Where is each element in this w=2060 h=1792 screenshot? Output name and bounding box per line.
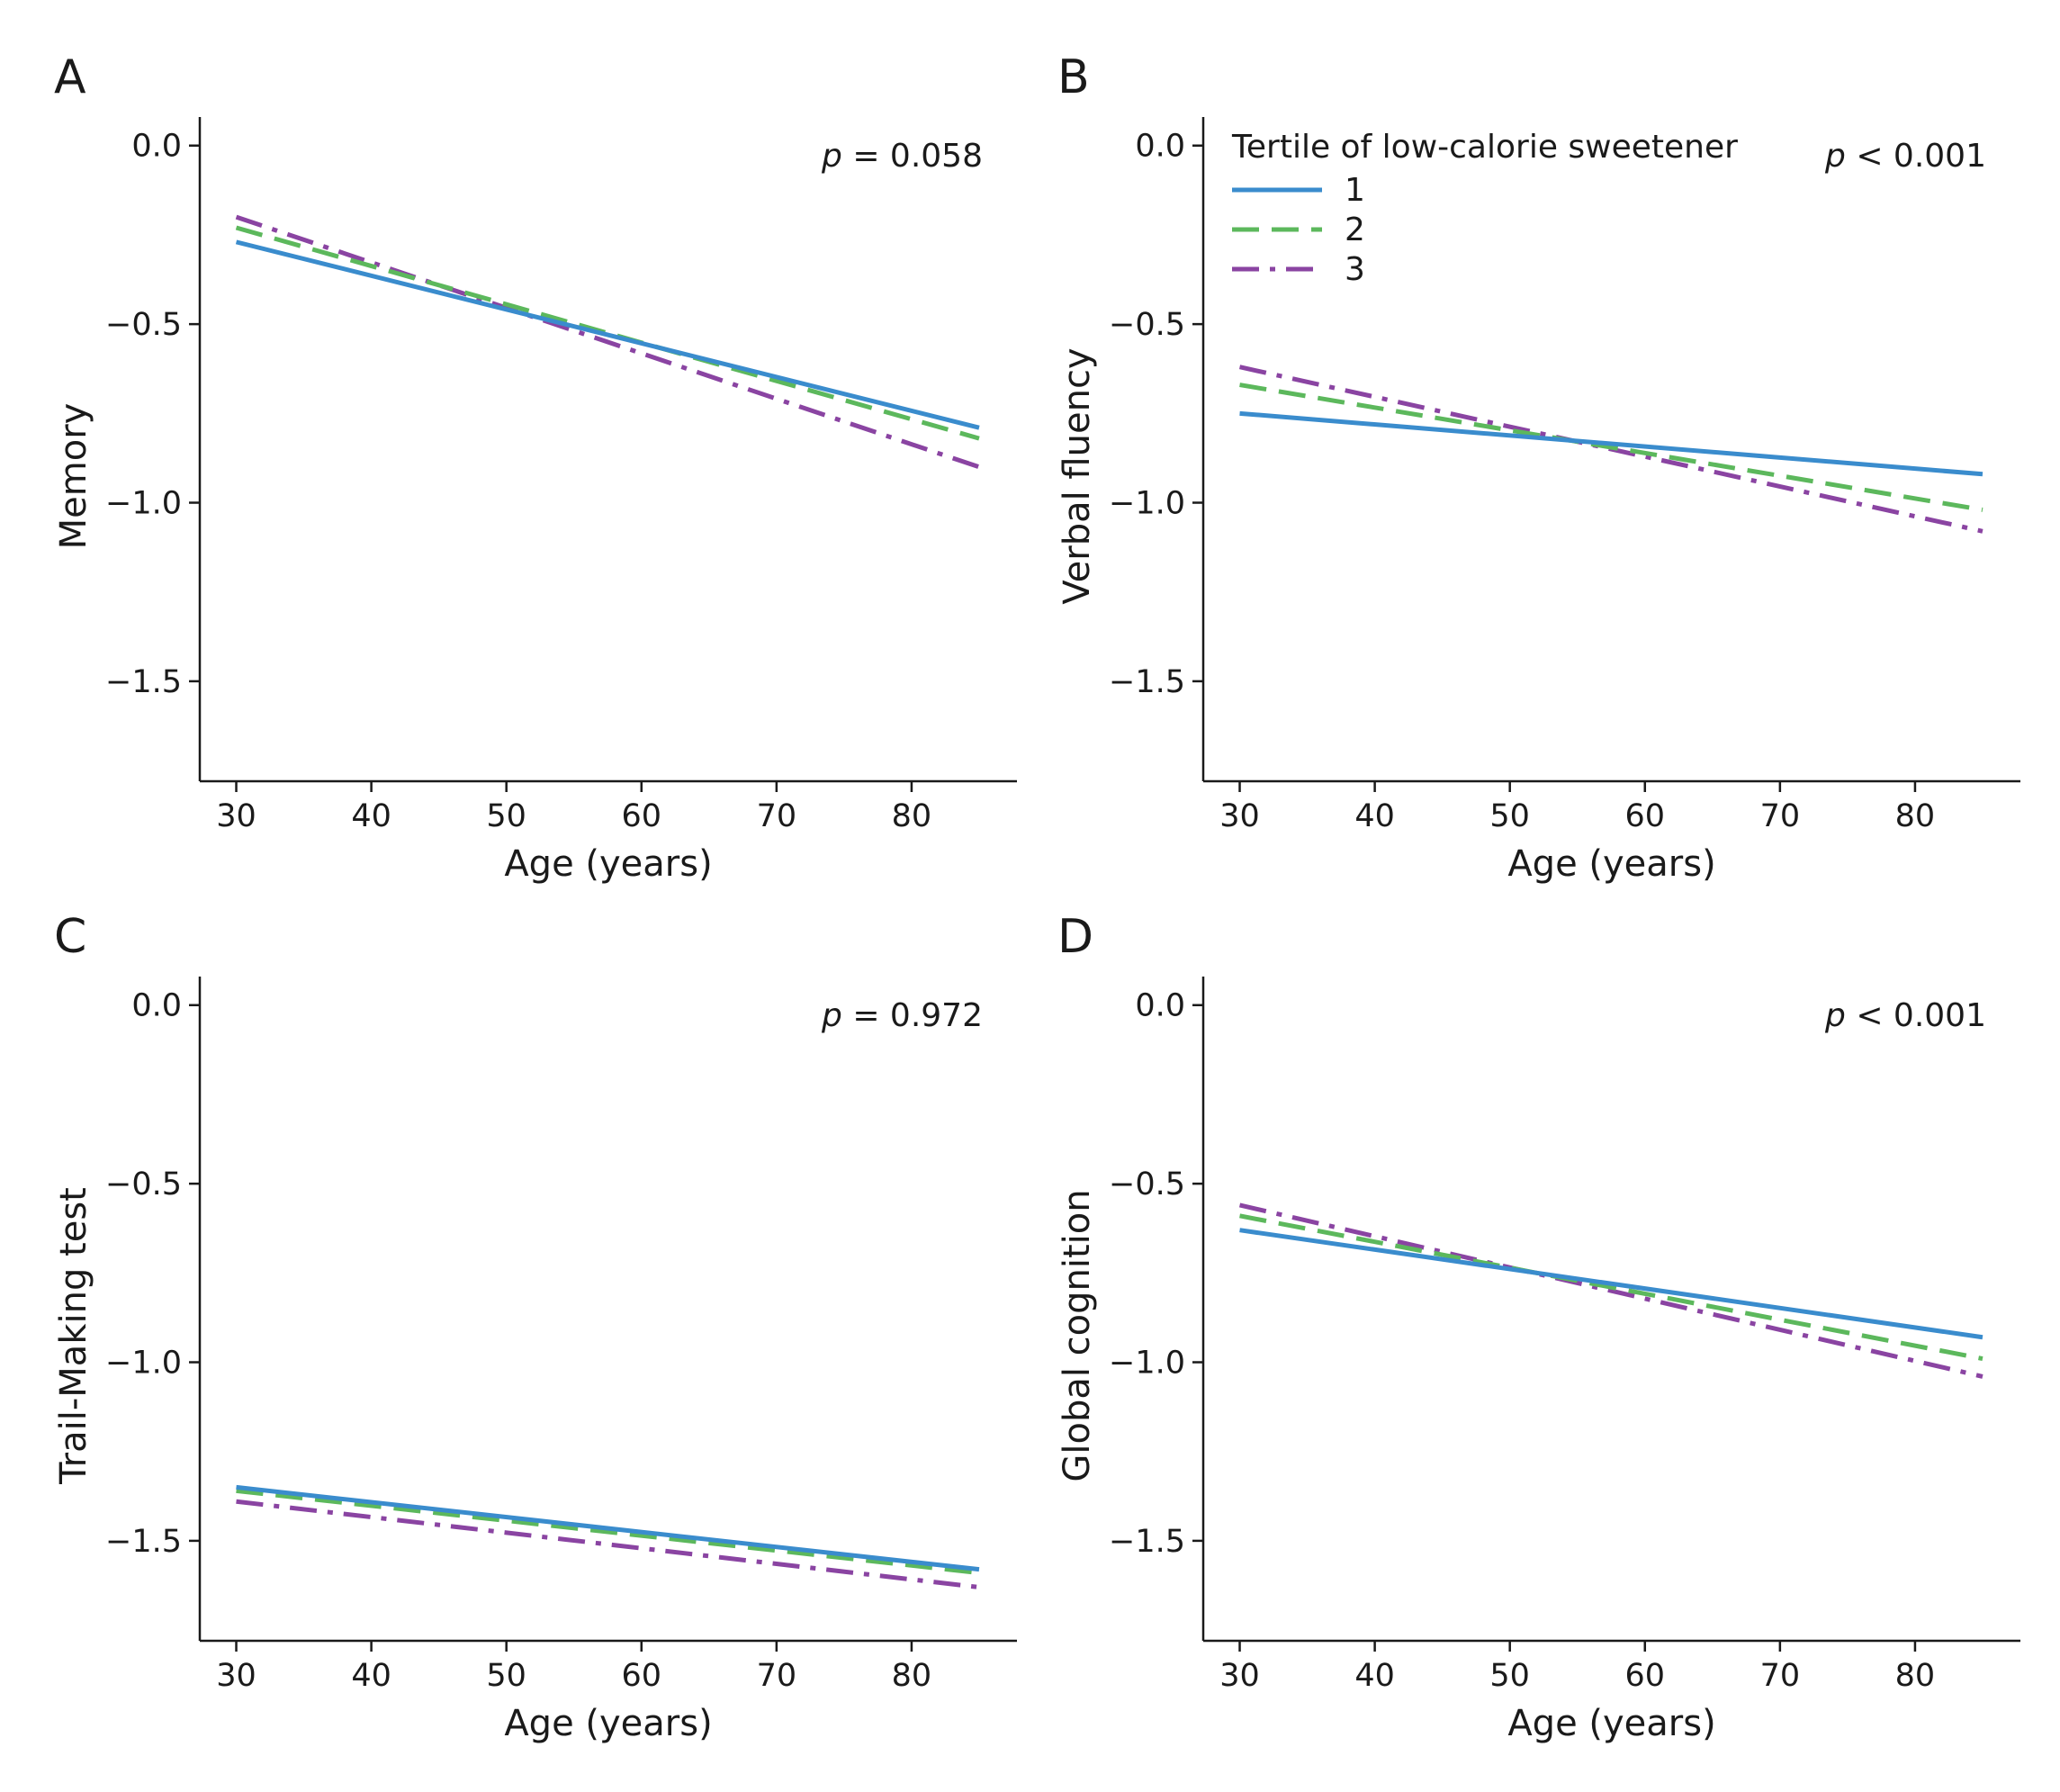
panel-a: A 0.0 −0.5 −1.0 −1.5 30 40 50 60 70 80 Age (years) M…: [53, 50, 1017, 885]
series-line-tertile-3: [235, 214, 980, 470]
series-line-tertile-2: [1239, 383, 1984, 512]
y-tick-label: 0.0: [1135, 129, 1185, 165]
p-value-text: < 0.001: [1846, 997, 1986, 1034]
y-axis-label: Global cognition: [1057, 1189, 1098, 1481]
y-axis-label: Trail-Making test: [53, 1187, 94, 1485]
x-tick-label: 50: [486, 1658, 526, 1694]
p-value-text: = 0.972: [842, 997, 983, 1034]
x-tick-label: 60: [1624, 1658, 1665, 1694]
panel-c: C 0.0 −0.5 −1.0 −1.5 30 40 50 60 70 80 Age (years) T…: [53, 910, 1017, 1744]
y-tick-label: −1.0: [105, 1346, 182, 1382]
y-tick-label: −1.0: [1109, 1346, 1185, 1382]
x-tick-label: 30: [216, 798, 256, 834]
x-tick-label: 50: [1489, 1658, 1530, 1694]
series-line-tertile-2: [235, 225, 980, 441]
y-tick-label: −1.5: [1109, 1524, 1185, 1560]
legend-label: 2: [1345, 212, 1365, 248]
x-tick-label: 70: [1760, 798, 1801, 834]
y-tick-label: −1.5: [105, 664, 182, 700]
p-value-annotation: p < 0.001: [1824, 997, 1986, 1034]
y-tick-label: −1.0: [105, 486, 182, 522]
x-tick-label: 50: [1489, 798, 1530, 834]
p-value-text: < 0.001: [1846, 138, 1986, 175]
x-tick-label: 60: [621, 1658, 661, 1694]
series-line-tertile-1: [235, 239, 980, 430]
legend-label: 3: [1345, 251, 1365, 288]
panel-letter: A: [54, 50, 86, 104]
y-tick-label: −1.5: [1109, 664, 1185, 700]
x-tick-label: 70: [757, 1658, 797, 1694]
x-tick-label: 80: [892, 798, 932, 834]
x-tick-label: 70: [757, 798, 797, 834]
series-line-tertile-1: [236, 1484, 980, 1572]
x-tick-label: 60: [621, 798, 661, 834]
panel-b: B 0.0 −0.5 −1.0 −1.5 30 40 50 60 70 80 Age (years) V…: [1057, 50, 2020, 885]
x-tick-label: 40: [1354, 798, 1395, 834]
series-line-tertile-3: [1238, 1202, 1984, 1379]
y-tick-label: 0.0: [1135, 988, 1185, 1024]
legend-title: Tertile of low-calorie sweetener: [1231, 129, 1738, 166]
series-line-tertile-1: [1239, 410, 1984, 477]
x-tick-label: 30: [1219, 798, 1260, 834]
series-line-tertile-2: [1239, 1213, 1984, 1362]
p-value-annotation: p = 0.058: [821, 138, 983, 175]
p-value-annotation: p = 0.972: [821, 997, 983, 1034]
panel-d: D 0.0 −0.5 −1.0 −1.5 30 40 50 60 70 80 Age (years) G…: [1057, 910, 2020, 1744]
series-line-tertile-3: [236, 1499, 980, 1589]
legend: Tertile of low-calorie sweetener 123: [1231, 129, 1738, 288]
p-value-text: = 0.058: [842, 138, 983, 175]
legend-label: 1: [1345, 172, 1365, 209]
x-tick-label: 40: [351, 1658, 391, 1694]
x-tick-label: 40: [351, 798, 391, 834]
y-axis-label: Verbal fluency: [1057, 347, 1098, 604]
x-axis-label: Age (years): [1507, 843, 1715, 885]
x-tick-label: 30: [216, 1658, 256, 1694]
panel-letter: B: [1057, 50, 1090, 104]
panel-letter: D: [1057, 910, 1093, 964]
panel-letter: C: [54, 910, 86, 964]
x-tick-label: 30: [1219, 1658, 1260, 1694]
p-value-annotation: p < 0.001: [1824, 138, 1986, 175]
y-axis-label: Memory: [53, 403, 94, 550]
p-value-symbol: p: [1824, 138, 1846, 175]
y-tick-label: 0.0: [131, 129, 182, 165]
p-value-symbol: p: [1824, 997, 1846, 1034]
x-tick-label: 70: [1760, 1658, 1801, 1694]
y-tick-label: −0.5: [1109, 307, 1185, 343]
y-tick-label: 0.0: [131, 988, 182, 1024]
p-value-symbol: p: [821, 997, 842, 1034]
series-line-tertile-2: [236, 1488, 980, 1576]
y-tick-label: −0.5: [105, 1166, 182, 1202]
y-tick-label: −0.5: [1109, 1166, 1185, 1202]
x-axis-label: Age (years): [504, 843, 712, 885]
x-tick-label: 80: [1895, 1658, 1936, 1694]
x-tick-label: 40: [1354, 1658, 1395, 1694]
series-line-tertile-1: [1239, 1228, 1984, 1340]
x-axis-label: Age (years): [504, 1703, 712, 1744]
p-value-symbol: p: [821, 138, 842, 175]
x-axis-label: Age (years): [1507, 1703, 1715, 1744]
y-tick-label: −1.5: [105, 1524, 182, 1560]
y-tick-label: −1.0: [1109, 486, 1185, 522]
x-tick-label: 80: [1895, 798, 1936, 834]
x-tick-label: 80: [892, 1658, 932, 1694]
x-tick-label: 60: [1624, 798, 1665, 834]
y-tick-label: −0.5: [105, 307, 182, 343]
x-tick-label: 50: [486, 798, 526, 834]
